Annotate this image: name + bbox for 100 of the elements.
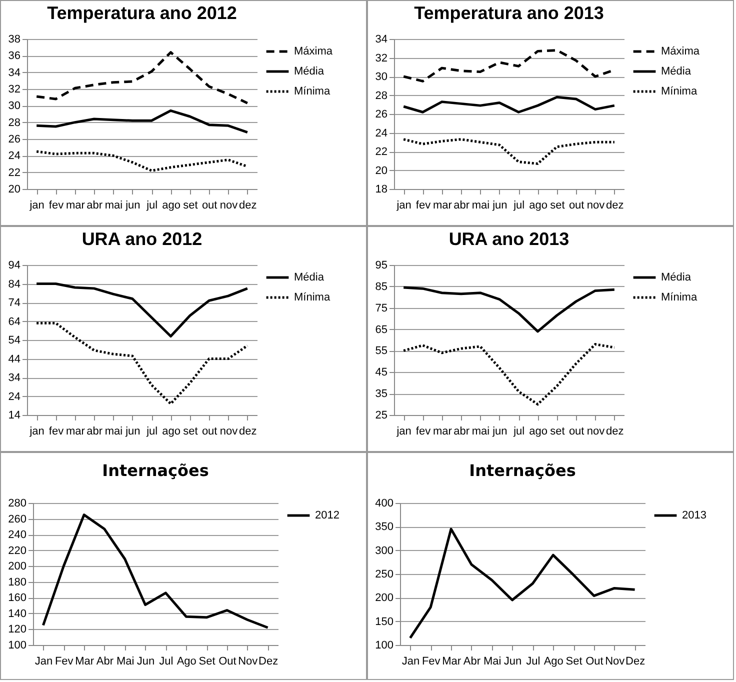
x-tick-label: Dez <box>626 656 646 668</box>
x-tick-label: jul <box>146 200 158 212</box>
x-tick-label: abr <box>86 200 103 212</box>
y-tick-label: 36 <box>8 50 20 62</box>
x-tick-label: Jul <box>526 656 540 668</box>
y-tick-label: 35 <box>375 388 388 400</box>
x-tick-label: nov <box>220 200 238 212</box>
x-tick-label: Mar <box>75 656 94 668</box>
line-series <box>35 322 249 405</box>
y-tick-label: 45 <box>375 366 388 379</box>
x-tick-label: out <box>568 200 584 212</box>
x-tick-label: Jun <box>504 656 522 668</box>
x-tick-label: Nov <box>238 656 258 668</box>
x-tick-label: nov <box>586 426 606 438</box>
y-tick-label: 34 <box>8 66 20 79</box>
legend-label: Média <box>661 272 692 284</box>
x-tick-label: Fev <box>54 656 74 668</box>
x-tick-label: nov <box>220 426 238 438</box>
y-tick-label: 280 <box>8 498 26 510</box>
y-tick-label: 250 <box>375 568 394 580</box>
line-series <box>35 109 249 134</box>
x-tick-label: Jul <box>159 656 174 668</box>
x-tick-label: mai <box>472 426 490 438</box>
y-tick-label: 30 <box>8 100 20 112</box>
y-tick-label: 95 <box>375 260 388 272</box>
y-tick-label: 18 <box>375 184 388 196</box>
y-tick-label: 150 <box>375 616 394 628</box>
x-tick-label: jun <box>492 426 508 438</box>
chart-title: Internações <box>102 461 209 480</box>
x-tick-label: Out <box>586 656 604 668</box>
chart-title: Internações <box>469 461 576 480</box>
x-tick-label: jun <box>124 426 140 438</box>
legend-label: Média <box>294 66 325 78</box>
x-tick-label: set <box>550 200 565 212</box>
y-tick-label: 32 <box>375 52 388 64</box>
y-tick-label: 54 <box>8 334 20 346</box>
legend-label: Mínima <box>661 292 698 304</box>
x-tick-label: jun <box>124 200 140 212</box>
y-tick-label: 20 <box>375 164 388 177</box>
y-tick-label: 25 <box>375 410 388 422</box>
y-tick-label: 200 <box>375 592 394 604</box>
x-tick-label: Fev <box>422 656 441 668</box>
y-tick-label: 24 <box>8 150 20 162</box>
x-tick-label: Mar <box>442 656 462 668</box>
x-tick-label: out <box>202 200 218 212</box>
y-tick-label: 85 <box>375 280 388 293</box>
x-tick-label: dez <box>606 426 624 438</box>
line-series <box>402 286 616 333</box>
x-tick-label: mai <box>472 200 490 212</box>
y-tick-label: 140 <box>8 608 26 620</box>
y-tick-label: 100 <box>375 640 394 652</box>
x-tick-label: out <box>202 426 218 438</box>
y-tick-label: 64 <box>8 316 20 328</box>
line-series <box>35 150 249 172</box>
x-tick-label: mar <box>432 426 452 438</box>
y-tick-label: 120 <box>8 624 26 636</box>
chart-title: URA ano 2013 <box>448 229 570 249</box>
x-tick-label: ago <box>529 200 548 212</box>
x-tick-label: abr <box>86 426 103 438</box>
x-tick-label: fev <box>416 200 432 212</box>
chart-title: URA ano 2012 <box>82 229 202 249</box>
legend-label: Média <box>294 272 325 284</box>
x-tick-label: dez <box>606 200 624 212</box>
line-series <box>35 282 249 338</box>
y-tick-label: 22 <box>8 166 20 179</box>
x-tick-label: Ago <box>544 656 564 668</box>
y-tick-label: 75 <box>375 302 388 314</box>
y-tick-label: 220 <box>8 544 26 557</box>
line-series <box>35 51 249 104</box>
x-tick-label: Jan <box>402 656 420 668</box>
line-series <box>42 514 270 629</box>
line-series <box>402 96 616 114</box>
x-tick-label: fev <box>48 200 64 212</box>
legend-label: 2013 <box>682 510 706 522</box>
x-tick-label: ago <box>162 426 180 438</box>
x-tick-label: Abr <box>463 656 481 668</box>
x-tick-label: fev <box>48 426 64 438</box>
y-tick-label: 180 <box>8 576 26 588</box>
y-tick-label: 38 <box>8 34 20 46</box>
y-tick-label: 350 <box>375 521 394 534</box>
x-tick-label: set <box>183 200 198 212</box>
x-tick-label: mar <box>66 426 86 438</box>
y-tick-label: 400 <box>375 498 394 510</box>
y-tick-label: 100 <box>8 640 26 652</box>
x-tick-label: Jan <box>34 656 53 668</box>
chart-title: Temperatura ano 2012 <box>47 3 237 23</box>
legend-label: Mínima <box>294 86 331 98</box>
x-tick-label: jul <box>512 200 525 212</box>
x-tick-label: ago <box>529 426 548 438</box>
x-tick-label: Abr <box>96 656 114 668</box>
y-tick-label: 32 <box>8 84 20 96</box>
x-tick-label: dez <box>239 426 257 438</box>
legend-label: Máxima <box>294 46 334 58</box>
y-tick-label: 74 <box>8 297 20 309</box>
x-tick-label: mar <box>66 200 86 212</box>
x-tick-label: set <box>550 426 565 438</box>
x-tick-label: mai <box>104 200 123 212</box>
y-tick-label: 34 <box>375 34 388 46</box>
x-tick-label: Set <box>566 656 582 668</box>
y-tick-label: 94 <box>8 260 20 272</box>
